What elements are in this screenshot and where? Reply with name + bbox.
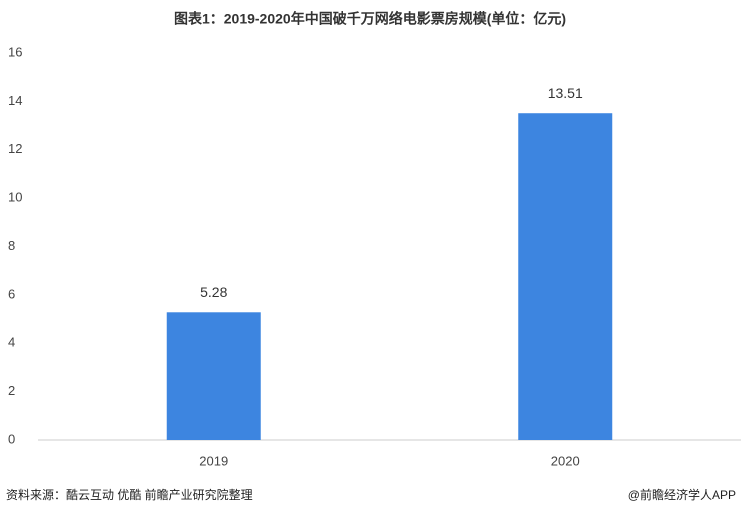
y-tick-label: 16 bbox=[8, 44, 22, 59]
bar bbox=[518, 113, 613, 441]
y-tick-label: 4 bbox=[8, 335, 15, 350]
value-label: 13.51 bbox=[548, 85, 583, 101]
x-tick-label: 2019 bbox=[199, 453, 228, 468]
y-tick-label: 2 bbox=[8, 383, 15, 398]
source: 资料来源：酷云互动 优酷 前瞻产业研究院整理 bbox=[6, 487, 253, 502]
chart-title: 图表1：2019-2020年中国破千万网络电影票房规模(单位：亿元) bbox=[174, 11, 566, 27]
y-tick-label: 12 bbox=[8, 141, 22, 156]
bar bbox=[166, 312, 261, 440]
y-tick-label: 0 bbox=[8, 431, 15, 446]
y-tick-label: 14 bbox=[8, 93, 22, 108]
y-tick-label: 8 bbox=[8, 238, 15, 253]
y-tick-label: 6 bbox=[8, 286, 15, 301]
credit: @前瞻经济学人APP bbox=[628, 487, 736, 502]
value-label: 5.28 bbox=[200, 284, 227, 300]
x-tick-label: 2020 bbox=[551, 453, 580, 468]
y-tick-label: 10 bbox=[8, 190, 22, 205]
